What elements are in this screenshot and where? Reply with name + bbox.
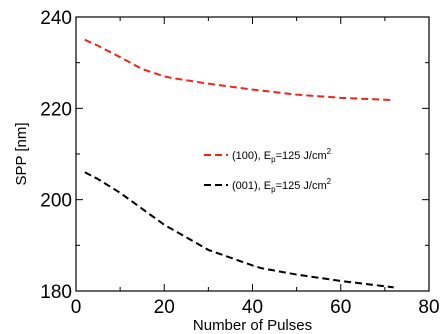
x-tick-label: 40	[242, 297, 263, 318]
legend-label-001-tail: =125 J/cm	[276, 180, 327, 192]
ticks-layer: 0 20 40 60 80 180 200 220 240	[40, 8, 439, 318]
y-axis-title: SPP [nm]	[13, 122, 30, 185]
y-tick-label: 220	[40, 99, 72, 120]
y-tick-label: 180	[40, 282, 72, 303]
x-tick-label: 20	[154, 297, 175, 318]
legend-label-001: (001), Ep=125 J/cm2	[232, 177, 332, 194]
y-tick-label: 240	[40, 8, 72, 29]
y-tick-label: 200	[40, 191, 72, 212]
legend-label-100-sup: 2	[327, 147, 332, 156]
x-axis-title: Number of Pulses	[193, 317, 312, 334]
series-line-100	[84, 38, 394, 102]
legend-label-100-tail: =125 J/cm	[276, 150, 327, 162]
legend-label-100: (100), Ep=125 J/cm2	[232, 147, 332, 164]
legend: (100), Ep=125 J/cm2 (001), Ep=125 J/cm2	[204, 147, 332, 194]
series-layer	[84, 38, 394, 289]
legend-label-001-sup: 2	[327, 177, 332, 186]
legend-label-100-sub: p	[271, 155, 276, 164]
series-line-001	[84, 171, 394, 289]
legend-label-001-sub: p	[271, 185, 276, 194]
x-tick-label: 80	[418, 297, 439, 318]
x-tick-label: 60	[330, 297, 351, 318]
x-tick-label: 0	[71, 297, 82, 318]
legend-label-100-main: (100), E	[232, 150, 271, 162]
legend-label-001-main: (001), E	[232, 180, 271, 192]
